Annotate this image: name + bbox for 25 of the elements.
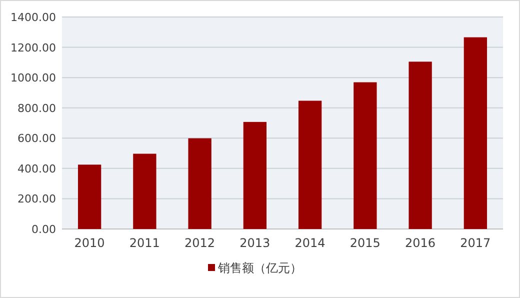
- y-tick-label: 600.00: [18, 132, 56, 146]
- y-tick-label: 200.00: [18, 192, 56, 206]
- y-tick-label: 400.00: [18, 162, 56, 176]
- bar: [133, 154, 156, 229]
- x-tick-label: 2012: [184, 236, 216, 250]
- x-tick-label: 2015: [350, 236, 380, 250]
- y-tick-label: 1000.00: [10, 72, 56, 85]
- bar: [188, 138, 212, 229]
- bar: [464, 37, 488, 229]
- legend-label: 销售额（亿元）: [217, 261, 302, 275]
- bar: [408, 62, 432, 229]
- x-tick-label: 2016: [405, 236, 436, 250]
- bar: [354, 82, 377, 229]
- x-tick-label: 2017: [460, 236, 491, 250]
- y-tick-label: 1200.00: [10, 41, 56, 54]
- x-tick-label: 2014: [294, 236, 326, 250]
- y-tick-label: 0.00: [32, 223, 56, 236]
- x-tick-label: 2010: [74, 236, 105, 250]
- x-tick-label: 2013: [240, 236, 270, 250]
- x-tick-label: 2011: [129, 236, 160, 250]
- y-tick-label: 1400.00: [10, 11, 56, 24]
- bar: [78, 164, 102, 229]
- y-tick-label: 800.00: [18, 102, 56, 115]
- bar: [243, 122, 267, 229]
- bar: [298, 100, 322, 229]
